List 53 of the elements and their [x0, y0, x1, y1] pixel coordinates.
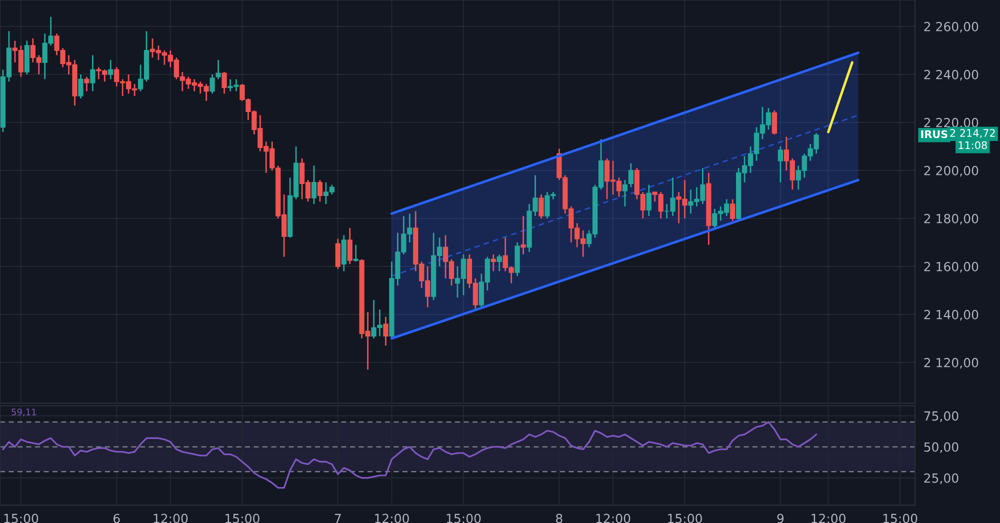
- y-tick-label: 2 200,00: [924, 166, 978, 177]
- text: IRUS: [921, 130, 948, 138]
- x-tick-label: 6: [114, 514, 120, 523]
- candlestick: [317, 179, 323, 202]
- x-tick-label: 15:00: [668, 514, 702, 523]
- x-tick-label: 7: [334, 514, 341, 523]
- y-tick-label: 2 160,00: [924, 262, 978, 273]
- line-series: [2, 421, 818, 489]
- candlestick: [347, 227, 352, 265]
- candlestick: [78, 74, 84, 100]
- candlestick: [730, 198, 736, 222]
- x-tick-label: 15:00: [4, 514, 38, 523]
- x-tick-label: 12:00: [596, 514, 630, 523]
- candlestick: [353, 244, 358, 262]
- candlestick: [335, 238, 340, 270]
- y-tick-label: 2 120,00: [924, 358, 978, 369]
- candlestick: [311, 164, 317, 205]
- candlestick: [622, 179, 628, 208]
- y-tick-label: 25,00: [924, 473, 958, 484]
- candlestick: [210, 74, 215, 94]
- candlestick: [222, 71, 227, 94]
- candlestick: [341, 234, 346, 272]
- x-tick-label: 8: [556, 514, 562, 523]
- annotation: 59,11: [12, 408, 36, 416]
- y-tick-label: 2 240,00: [924, 70, 978, 81]
- candlestick: [496, 254, 502, 272]
- y-tick-label: 50,00: [924, 442, 958, 454]
- text: 11:08: [958, 141, 987, 150]
- candlestick: [538, 194, 544, 220]
- candlestick: [778, 146, 784, 184]
- candlestick: [646, 184, 652, 217]
- x-tick-label: 12:00: [812, 514, 846, 523]
- candlestick: [84, 76, 90, 92]
- candlestick: [216, 59, 221, 80]
- candlestick: [628, 162, 634, 188]
- y-tick-label: 2 180,00: [924, 214, 978, 225]
- candlestick: [520, 215, 526, 256]
- x-tick-label: 12:00: [375, 514, 409, 523]
- text: 2 214,72: [950, 129, 995, 138]
- candlestick: [108, 59, 114, 80]
- x-tick-label: 12:00: [154, 514, 188, 523]
- x-tick-label: 15:00: [883, 514, 918, 523]
- x-tick-label: 15:00: [226, 514, 260, 523]
- x-tick-label: 9: [777, 514, 784, 523]
- candlestick: [490, 254, 496, 272]
- candlestick: [90, 54, 96, 92]
- candlestick: [772, 110, 778, 136]
- y-tick-label: 2 260,00: [924, 22, 978, 33]
- y-tick-label: 2 140,00: [924, 310, 978, 321]
- y-tick-label: 75,00: [924, 411, 958, 422]
- x-tick-label: 15:00: [446, 514, 481, 523]
- candlestick: [383, 316, 388, 346]
- y-tick-label: 2 220,00: [924, 118, 978, 129]
